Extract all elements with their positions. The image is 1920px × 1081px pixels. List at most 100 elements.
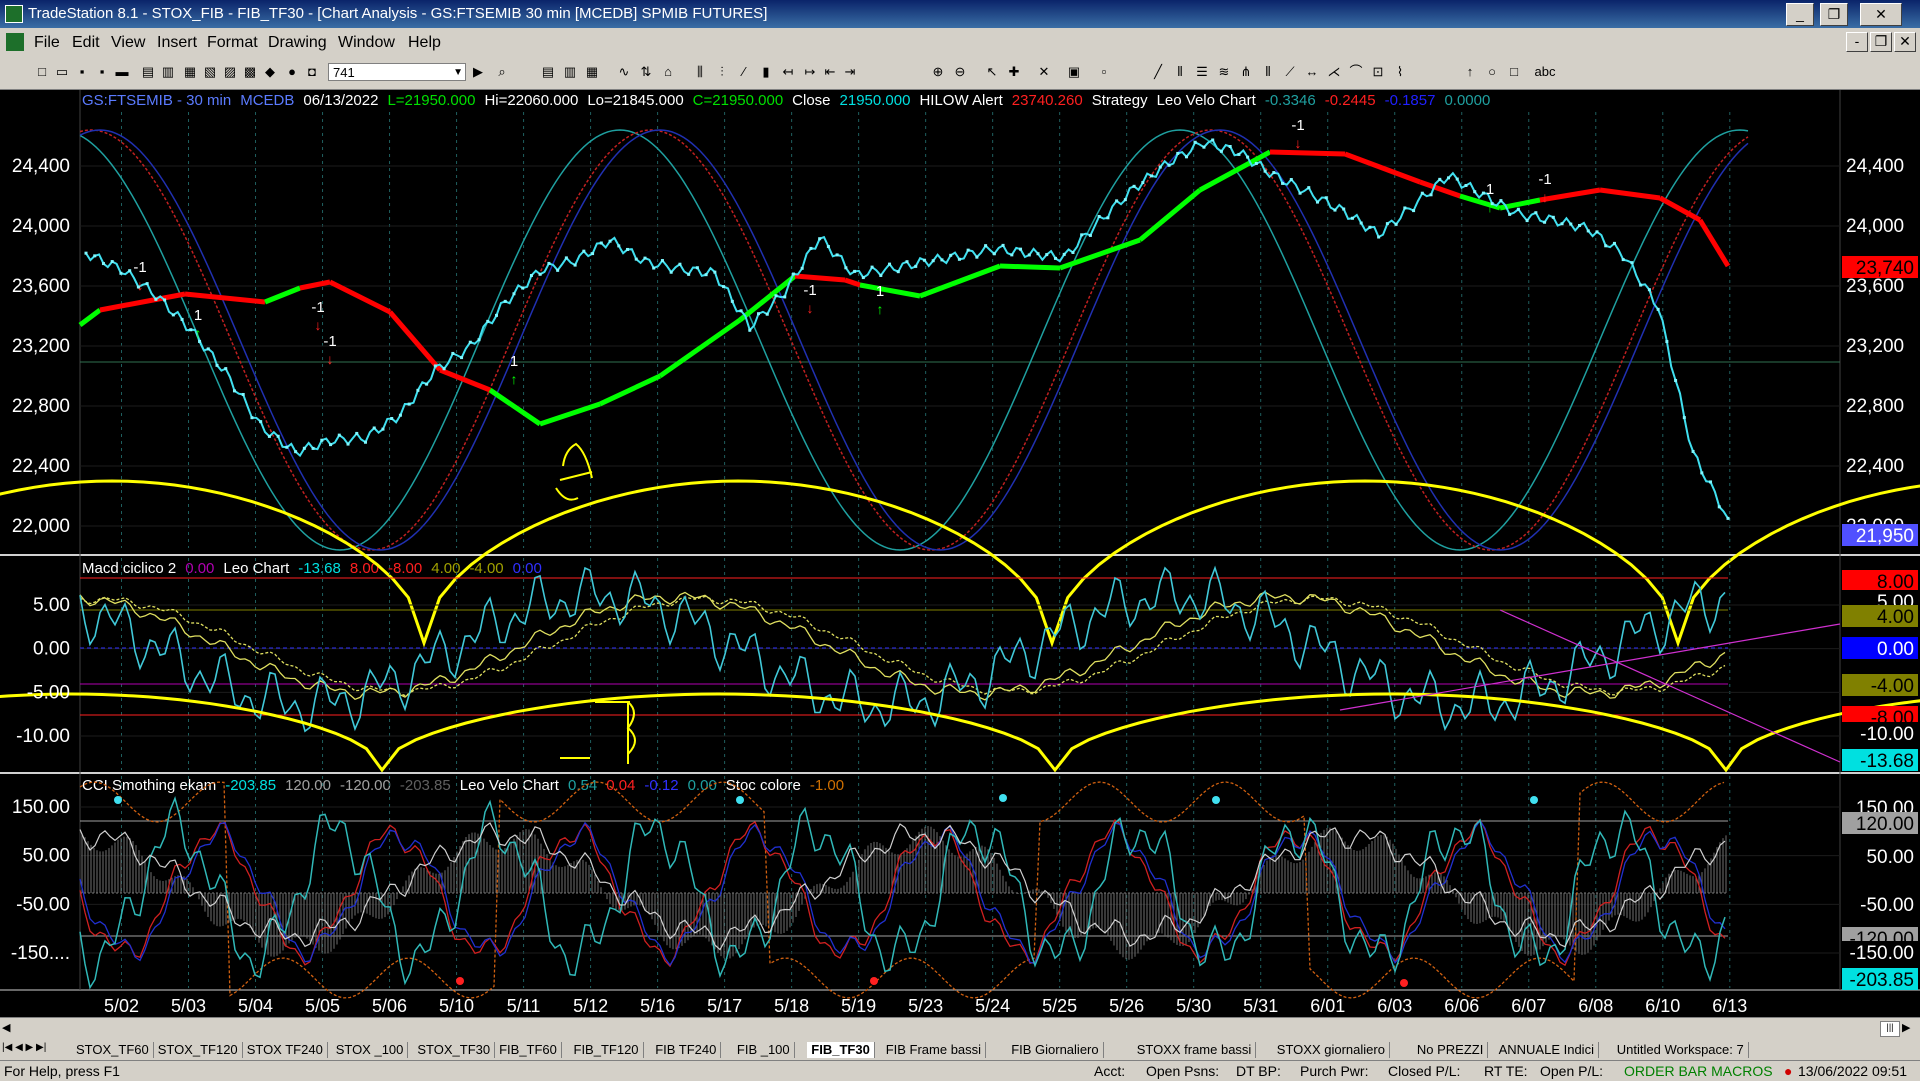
arcs-icon[interactable]: ⌒ — [1349, 64, 1363, 79]
menu-insert[interactable]: Insert — [157, 34, 198, 51]
zoom-in-icon[interactable]: ⊕ — [932, 64, 944, 79]
save-icon[interactable]: ▪ — [79, 64, 85, 79]
workspace-tab[interactable]: STOX_TF60 — [72, 1042, 154, 1058]
minimize-button[interactable]: _ — [1786, 3, 1814, 26]
cross-hair-icon[interactable]: ✚ — [1008, 64, 1020, 79]
print-preview-icon[interactable]: ▥ — [161, 64, 175, 79]
fibonacci-icon[interactable]: ⫴ — [1265, 64, 1271, 79]
zoom-out-icon[interactable]: ⊖ — [954, 64, 966, 79]
vertical-lines-icon[interactable]: ⦀ — [1177, 64, 1183, 79]
placeholder-icon[interactable]: ▫ — [1101, 64, 1107, 79]
mdi-restore-button[interactable]: ❐ — [1870, 32, 1892, 52]
chart-area[interactable]: GS:FTSEMIB - 30 min MCEDB 06/13/2022 L=2195… — [0, 90, 1920, 1025]
shift-right-icon[interactable]: ↦ — [804, 64, 816, 79]
news-icon[interactable]: ◘ — [308, 64, 316, 79]
workspace-tab[interactable]: FIB Giornaliero — [1007, 1042, 1104, 1058]
ohlc-bar-icon[interactable]: ⫶ — [720, 64, 724, 79]
chevron-down-icon[interactable]: ▼ — [453, 67, 463, 78]
save-all-icon[interactable]: ▪ — [99, 64, 105, 79]
bar-count-combo[interactable]: 741 ▼ — [328, 63, 466, 81]
tab-nav-icon[interactable]: |◀ ◀ ▶ ▶| — [2, 1042, 47, 1053]
chart-canvas[interactable]: GS:FTSEMIB - 30 min MCEDB 06/13/2022 L=2195… — [0, 90, 1920, 1025]
new-icon[interactable]: □ — [38, 64, 46, 79]
menu-edit[interactable]: Edit — [72, 34, 100, 51]
price-panel[interactable]: -1↓1↑-1↓-1↓ 1↑-1↓1↑-1↓1↑-1↓ — [0, 112, 1920, 648]
gann-fan-icon[interactable]: ⟋ — [1285, 64, 1295, 79]
menu-drawing[interactable]: Drawing — [268, 34, 327, 51]
trendline-down[interactable] — [1499, 609, 1841, 763]
play-icon[interactable]: ▶ — [473, 64, 483, 79]
trendline-icon[interactable]: ╱ — [1154, 64, 1162, 79]
hotlist-icon[interactable]: ◆ — [265, 64, 275, 79]
open-icon[interactable]: ▭ — [55, 64, 69, 79]
arrow-up-icon[interactable]: ↑ — [1466, 64, 1474, 79]
menu-help[interactable]: Help — [408, 34, 441, 51]
menu-window[interactable]: Window — [338, 34, 395, 51]
horizontal-lines-icon[interactable]: ☰ — [1196, 64, 1208, 79]
cycle-lines-icon[interactable]: ⌇ — [1396, 64, 1404, 79]
left-scale[interactable] — [0, 90, 80, 1025]
menu-file[interactable]: File — [34, 34, 60, 51]
workspace-tab[interactable]: FIB TF240 — [651, 1042, 722, 1058]
tools-icon[interactable]: ✕ — [1038, 64, 1050, 79]
scanner-icon[interactable]: ● — [288, 64, 296, 79]
rectangle-icon[interactable]: □ — [1510, 64, 1518, 79]
trendline-up[interactable] — [1339, 623, 1841, 711]
workspace-tab[interactable]: STOX_TF120 — [154, 1042, 243, 1058]
maximize-button[interactable]: ❐ — [1820, 3, 1848, 26]
format-strategy-icon[interactable]: ▦ — [585, 64, 599, 79]
tradestation-app-icon[interactable] — [5, 5, 23, 23]
chart-document-icon[interactable] — [6, 33, 24, 51]
horizontal-scrollbar[interactable]: ◀ ||| ▶ — [0, 1017, 1920, 1040]
ellipse-icon[interactable]: ○ — [1488, 64, 1496, 79]
volume-icon[interactable]: ▮ — [762, 64, 770, 79]
close-button[interactable]: ✕ — [1860, 3, 1902, 26]
workspace-tab[interactable]: STOX _100 — [332, 1042, 409, 1058]
workspace-tab[interactable]: FIB_TF60 — [495, 1042, 562, 1058]
format-indicator-icon[interactable]: ▥ — [563, 64, 577, 79]
matrix-icon[interactable]: ▨ — [223, 64, 237, 79]
workspace-tab[interactable]: STOXX frame bassi — [1133, 1042, 1257, 1058]
workspace-tab[interactable]: FIB Frame bassi — [882, 1042, 987, 1058]
line-on-close-icon[interactable]: ⁄ — [742, 64, 746, 79]
workspace-tab[interactable]: FIB_TF30 — [807, 1042, 875, 1058]
pointer-icon[interactable]: ↖ — [986, 64, 998, 79]
workspace-tab[interactable]: No PREZZI — [1413, 1042, 1489, 1058]
mdi-minimize-button[interactable]: - — [1846, 32, 1868, 52]
workspace-tab[interactable]: STOX TF240 — [243, 1042, 328, 1058]
optionstation-icon[interactable]: ▩ — [243, 64, 257, 79]
scroll-left-icon[interactable]: ◀ — [2, 1022, 11, 1034]
scroll-right-icon[interactable]: ▶ — [1902, 1022, 1911, 1034]
channel-icon[interactable]: ≋ — [1218, 64, 1230, 79]
magnify-symbol-icon[interactable]: ⌕ — [498, 64, 506, 79]
speed-lines-icon[interactable]: ⋌ — [1327, 64, 1341, 79]
insert-strategy-icon[interactable]: ⇅ — [640, 64, 652, 79]
expand-icon[interactable]: ⇥ — [844, 64, 856, 79]
workspace-tab[interactable]: STOXX giornaliero — [1273, 1042, 1390, 1058]
cci-panel[interactable] — [79, 776, 1840, 999]
insert-indicator-icon[interactable]: ∿ — [618, 64, 630, 79]
chart-window-icon[interactable]: ▦ — [183, 64, 197, 79]
workspace-tab[interactable]: FIB _100 — [733, 1042, 795, 1058]
workspace-tab[interactable]: ANNUALE Indici — [1495, 1042, 1599, 1058]
workspace-tab[interactable]: FIB_TF120 — [570, 1042, 644, 1058]
workspace-tab[interactable]: Untitled Workspace: 7 — [1613, 1042, 1749, 1058]
status-order-bar-macros[interactable]: ORDER BAR MACROS — [1624, 1063, 1773, 1079]
text-tool-icon[interactable]: abc — [1534, 64, 1556, 79]
folder-icon[interactable]: ▬ — [115, 64, 129, 79]
format-symbol-icon[interactable]: ▤ — [541, 64, 555, 79]
compress-icon[interactable]: ⇤ — [824, 64, 836, 79]
price-scale[interactable] — [1840, 90, 1920, 1025]
workspace-tab[interactable]: STOX_TF30 — [413, 1042, 496, 1058]
time-zones-icon[interactable]: ↔ — [1305, 64, 1319, 79]
insert-analysis-icon[interactable]: ⌂ — [664, 64, 672, 79]
data-window-icon[interactable]: ▣ — [1067, 64, 1081, 79]
radarscreen-icon[interactable]: ▧ — [203, 64, 217, 79]
mdi-close-button[interactable]: ✕ — [1894, 32, 1916, 52]
scroll-thumb[interactable]: ||| — [1880, 1021, 1900, 1037]
print-icon[interactable]: ▤ — [141, 64, 155, 79]
candlestick-icon[interactable]: ⫼ — [697, 64, 703, 79]
andrews-pitchfork-icon[interactable]: ⋔ — [1240, 64, 1252, 79]
menu-view[interactable]: View — [111, 34, 146, 51]
menu-format[interactable]: Format — [207, 34, 258, 51]
